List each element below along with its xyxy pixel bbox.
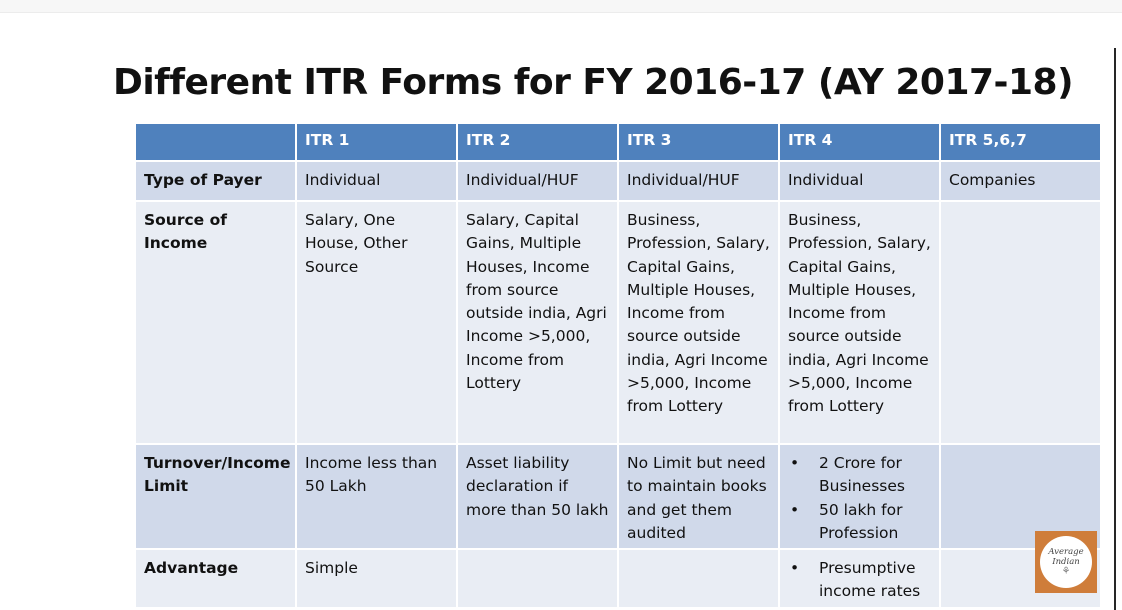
header-itr4: ITR 4 xyxy=(778,122,941,162)
row-label-source-of-income: Source of Income xyxy=(134,200,297,445)
table-row: Source of Income Salary, One House, Othe… xyxy=(134,200,1102,445)
table-cell: Salary, One House, Other Source xyxy=(295,200,458,445)
header-itr567: ITR 5,6,7 xyxy=(939,122,1102,162)
logo-text-line1: Average xyxy=(1048,547,1084,557)
header-itr3: ITR 3 xyxy=(617,122,780,162)
table-cell: Individual xyxy=(295,160,458,202)
header-itr1: ITR 1 xyxy=(295,122,458,162)
row-label-turnover-income-limit: Turnover/Income Limit xyxy=(134,442,297,551)
row-label-advantage: Advantage xyxy=(134,548,297,609)
table-cell: Individual/HUF xyxy=(456,160,619,202)
channel-logo: Average Indian ⚘ xyxy=(1035,531,1097,593)
table-header-row: ITR 1 ITR 2 ITR 3 ITR 4 ITR 5,6,7 xyxy=(134,122,1102,162)
header-corner xyxy=(134,122,297,162)
header-itr2: ITR 2 xyxy=(456,122,619,162)
row-label-type-of-payer: Type of Payer xyxy=(134,160,297,202)
list-item: Presumptive income rates xyxy=(788,557,931,604)
table-row: Advantage Simple Presumptive income rate… xyxy=(134,548,1102,609)
table-cell: Simple xyxy=(295,548,458,609)
table-cell: No Limit but need to maintain books and … xyxy=(617,442,780,551)
table-row: Type of Payer Individual Individual/HUF … xyxy=(134,160,1102,202)
browser-top-strip xyxy=(0,0,1122,13)
table-cell xyxy=(939,442,1102,551)
table-cell-itr4-limit: 2 Crore for Businesses 50 lakh for Profe… xyxy=(778,442,941,551)
logo-badge: Average Indian ⚘ xyxy=(1040,536,1092,588)
table-cell: Individual xyxy=(778,160,941,202)
table-cell xyxy=(617,548,780,609)
table-cell: Individual/HUF xyxy=(617,160,780,202)
bullet-list: 2 Crore for Businesses 50 lakh for Profe… xyxy=(788,452,931,545)
tree-icon: ⚘ xyxy=(1061,566,1071,577)
table-cell xyxy=(939,200,1102,445)
list-item: 2 Crore for Businesses xyxy=(788,452,931,499)
table-cell: Asset liability declaration if more than… xyxy=(456,442,619,551)
logo-text-line2: Indian xyxy=(1052,557,1080,567)
table-cell: Income less than 50 Lakh xyxy=(295,442,458,551)
table-cell: Salary, Capital Gains, Multiple Houses, … xyxy=(456,200,619,445)
bullet-list: Presumptive income rates xyxy=(788,557,931,604)
table-cell: Companies xyxy=(939,160,1102,202)
list-item: 50 lakh for Profession xyxy=(788,499,931,546)
itr-forms-table: ITR 1 ITR 2 ITR 3 ITR 4 ITR 5,6,7 Type o… xyxy=(134,122,1102,609)
frame-divider xyxy=(1114,48,1116,610)
table-cell-itr4-advantage: Presumptive income rates xyxy=(778,548,941,609)
slide-title: Different ITR Forms for FY 2016-17 (AY 2… xyxy=(112,62,1074,103)
table-cell: Business, Profession, Salary, Capital Ga… xyxy=(617,200,780,445)
table-cell xyxy=(456,548,619,609)
table-cell: Business, Profession, Salary, Capital Ga… xyxy=(778,200,941,445)
table-row: Turnover/Income Limit Income less than 5… xyxy=(134,442,1102,551)
